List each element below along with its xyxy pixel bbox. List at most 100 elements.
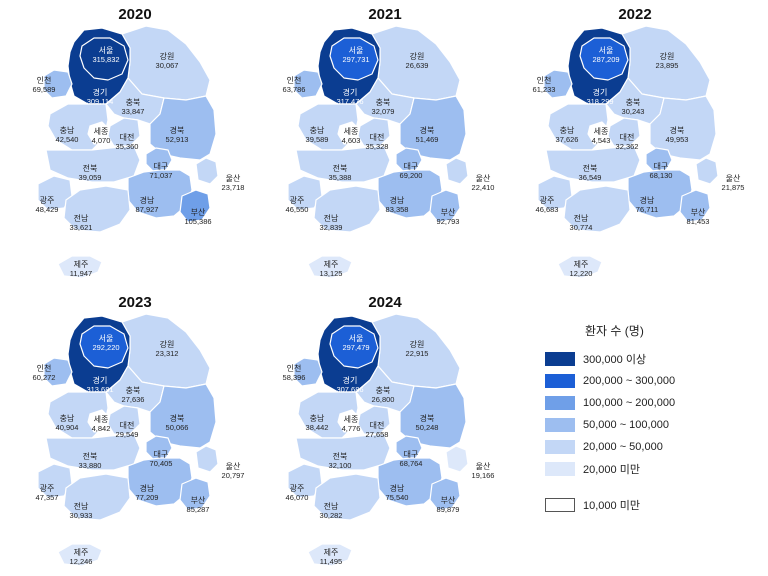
- region-name: 제주: [323, 260, 339, 269]
- region-label-gyeongbuk: 경북 50,248: [416, 414, 439, 432]
- region-label-gyeonggi: 경기 313,681: [86, 376, 113, 394]
- region-value: 315,832: [92, 55, 120, 64]
- region-name: 충북: [125, 98, 141, 107]
- region-name: 대구: [153, 162, 169, 171]
- region-jeonnam: [63, 185, 131, 233]
- region-value: 42,540: [55, 135, 79, 144]
- region-name: 서울: [98, 334, 114, 343]
- region-value: 4,776: [341, 424, 361, 433]
- region-value: 11,947: [69, 269, 93, 278]
- region-value: 30,774: [569, 223, 593, 232]
- region-label-ulsan: 울산 21,875: [722, 174, 745, 192]
- region-jeonbuk: [545, 145, 641, 183]
- region-value: 22,915: [405, 349, 429, 358]
- region-value: 4,603: [341, 136, 361, 145]
- region-incheon: [43, 69, 73, 99]
- region-name: 대구: [653, 162, 669, 171]
- region-label-sejong: 세종 4,842: [92, 415, 111, 433]
- region-label-busan: 부산 89,879: [437, 496, 460, 514]
- region-value: 27,658: [365, 430, 389, 439]
- region-name: 인천: [36, 364, 52, 373]
- region-name: 대전: [369, 133, 385, 142]
- year-title: 2024: [368, 294, 402, 311]
- year-title: 2023: [118, 294, 152, 311]
- region-label-seoul: 서울 315,832: [92, 46, 119, 64]
- region-label-chungbuk: 충북 30,243: [622, 98, 645, 116]
- region-label-daejeon: 대전 35,360: [116, 133, 139, 151]
- region-value: 23,895: [655, 61, 679, 70]
- region-jeonnam: [313, 473, 381, 521]
- year-title: 2020: [118, 6, 152, 23]
- region-value: 313,681: [86, 385, 114, 394]
- legend-item: 20,000 ~ 50,000: [545, 436, 745, 458]
- region-seoul: [329, 37, 379, 81]
- region-label-gyeongnam: 경남 87,927: [136, 196, 159, 214]
- region-value: 69,200: [399, 171, 423, 180]
- region-label-ulsan: 울산 22,410: [472, 174, 495, 192]
- korea-map: [37, 25, 219, 279]
- region-name: 경기: [592, 88, 608, 97]
- region-label-gyeongbuk: 경북 52,913: [166, 126, 189, 144]
- region-label-chungnam: 충남 38,442: [306, 414, 329, 432]
- region-label-daejeon: 대전 29,549: [116, 421, 139, 439]
- region-value: 21,875: [721, 183, 745, 192]
- region-value: 12,246: [69, 557, 93, 566]
- legend-item-low: 10,000 미만: [545, 494, 745, 516]
- region-value: 61,233: [532, 85, 556, 94]
- year-title: 2022: [618, 6, 652, 23]
- region-value: 52,913: [165, 135, 189, 144]
- region-value: 35,328: [365, 142, 389, 151]
- region-incheon: [43, 357, 73, 387]
- region-name: 전남: [73, 502, 89, 511]
- region-jeonbuk: [45, 145, 141, 183]
- region-daegu: [645, 147, 673, 173]
- region-value: 46,550: [285, 205, 309, 214]
- region-label-jeonbuk: 전북 36,549: [579, 164, 602, 182]
- legend-item: 200,000 ~ 300,000: [545, 370, 745, 392]
- region-value: 68,130: [649, 171, 673, 180]
- region-value: 297,731: [342, 55, 370, 64]
- region-value: 69,589: [32, 85, 56, 94]
- region-label-incheon: 인천 61,233: [533, 76, 556, 94]
- region-busan: [179, 189, 211, 223]
- region-name: 강원: [659, 52, 675, 61]
- region-value: 51,469: [415, 135, 439, 144]
- region-jeonnam: [563, 185, 631, 233]
- region-value: 13,125: [319, 269, 343, 278]
- region-label-chungbuk: 충북 33,847: [122, 98, 145, 116]
- region-name: 인천: [36, 76, 52, 85]
- region-name: 대전: [369, 421, 385, 430]
- region-name: 울산: [225, 462, 241, 471]
- region-ulsan: [195, 157, 219, 185]
- region-value: 287,209: [592, 55, 620, 64]
- region-label-jeonnam: 전남 33,621: [70, 214, 93, 232]
- region-daegu: [145, 435, 173, 461]
- region-label-sejong: 세종 4,603: [342, 127, 361, 145]
- region-name: 경북: [419, 126, 435, 135]
- region-label-jeju: 제주 11,495: [320, 548, 342, 566]
- region-value: 32,100: [328, 461, 352, 470]
- region-name: 제주: [73, 548, 89, 557]
- region-sejong: [87, 121, 111, 145]
- region-name: 전남: [573, 214, 589, 223]
- region-name: 강원: [409, 52, 425, 61]
- region-name: 강원: [159, 52, 175, 61]
- region-label-incheon: 인천 63,786: [283, 76, 306, 94]
- region-value: 92,793: [436, 217, 460, 226]
- region-label-gangwon: 강원 23,895: [656, 52, 679, 70]
- region-name: 광주: [39, 484, 55, 493]
- region-name: 울산: [725, 174, 741, 183]
- legend-label: 10,000 미만: [583, 500, 640, 512]
- region-label-jeju: 제주 13,125: [320, 260, 343, 278]
- region-label-daejeon: 대전 27,658: [366, 421, 389, 439]
- legend-label: 200,000 ~ 300,000: [583, 375, 676, 387]
- year-title: 2021: [368, 6, 402, 23]
- region-value: 49,953: [665, 135, 689, 144]
- region-value: 63,786: [282, 85, 306, 94]
- region-value: 68,764: [399, 459, 423, 468]
- region-name: 대전: [119, 421, 135, 430]
- region-jeonbuk: [295, 145, 391, 183]
- map-panel-2020: 2020 강원 30,067 경기 309,114 서울 315,832 인천 69,589 충북…: [10, 0, 260, 288]
- region-name: 세종: [343, 415, 359, 424]
- legend-label: 20,000 ~ 50,000: [583, 441, 663, 453]
